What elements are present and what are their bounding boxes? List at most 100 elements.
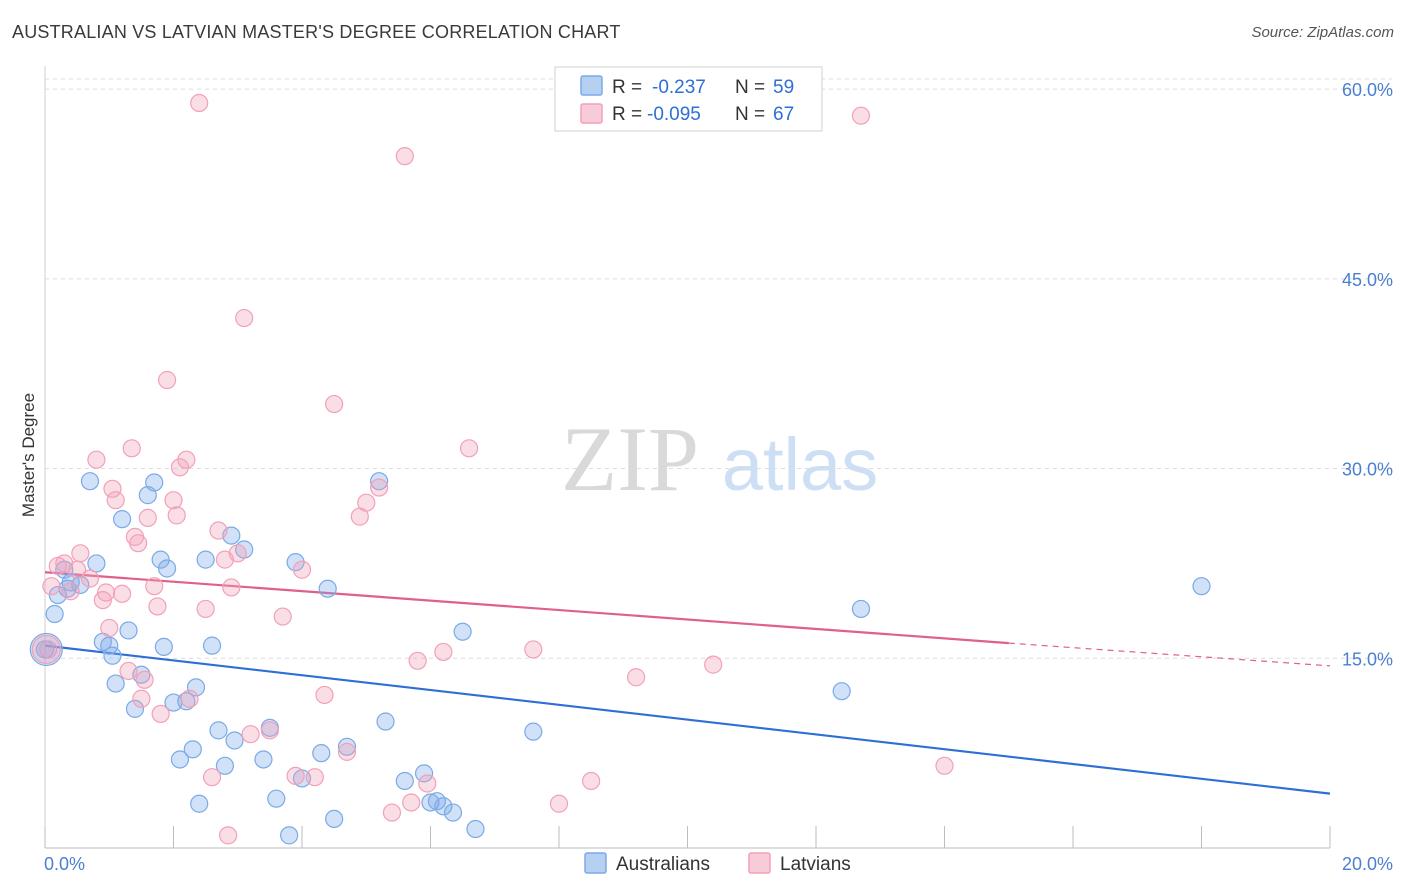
point-australians-11 — [103, 646, 122, 665]
point-latvians-62 — [626, 668, 646, 687]
series-legend-swatch-australians — [584, 852, 607, 874]
point-australians-24 — [177, 692, 196, 711]
point-latvians-37 — [222, 578, 241, 597]
point-latvians-51 — [370, 478, 389, 497]
legend-swatch-latvians — [580, 103, 603, 124]
point-cluster-latvians — [31, 634, 61, 665]
series-legend-swatch-latvians — [748, 852, 771, 874]
point-latvians-11 — [100, 618, 119, 638]
point-australians-44 — [337, 737, 357, 756]
point-latvians-39 — [235, 308, 254, 328]
point-australians-51 — [434, 797, 453, 816]
point-latvians-7 — [80, 569, 100, 588]
point-latvians-34 — [209, 521, 228, 540]
chart-title: AUSTRALIAN VS LATVIAN MASTER'S DEGREE CO… — [12, 22, 621, 42]
point-latvians-18 — [129, 534, 148, 553]
series-legend-label-latvians: Latvians — [780, 854, 851, 875]
point-australians-23 — [170, 750, 190, 769]
point-australians-15 — [125, 699, 145, 718]
point-australians-30 — [209, 721, 228, 740]
point-latvians-25 — [157, 370, 177, 390]
point-latvians-27 — [167, 506, 186, 525]
point-latvians-63 — [704, 655, 723, 674]
point-latvians-12 — [103, 479, 122, 498]
trend-line-latvians — [44, 571, 1009, 645]
point-australians-7 — [80, 472, 100, 491]
point-cluster-australians — [29, 632, 63, 667]
point-latvians-33 — [202, 768, 222, 787]
point-latvians-4 — [61, 582, 80, 601]
legend-r-label-2: R = — [612, 104, 642, 125]
series-legend-label-australians: Australians — [616, 854, 710, 875]
point-latvians-29 — [177, 450, 196, 469]
point-australians-27 — [190, 794, 209, 813]
point-latvians-45 — [305, 768, 324, 787]
point-latvians-48 — [337, 742, 357, 761]
point-australians-43 — [325, 809, 344, 829]
x-tick-label-1: 20.0% — [1342, 854, 1393, 874]
point-latvians-21 — [138, 508, 157, 527]
gridlines — [45, 78, 1392, 659]
point-latvians-13 — [106, 491, 125, 510]
point-latvians-56 — [418, 774, 437, 793]
point-australians-29 — [202, 636, 222, 655]
point-latvians-15 — [119, 661, 138, 681]
point-australians-12 — [106, 674, 125, 693]
y-tick-label-1: 30.0% — [1342, 460, 1393, 480]
point-latvians-55 — [408, 651, 427, 670]
point-latvians-46 — [315, 685, 334, 705]
point-latvians-61 — [582, 771, 601, 791]
chart-source: Source: ZipAtlas.com — [1251, 24, 1394, 41]
x-tick-label-0: 0.0% — [44, 854, 85, 874]
point-latvians-16 — [122, 439, 141, 458]
trend-lines — [44, 571, 1331, 795]
point-latvians-59 — [524, 640, 543, 659]
point-australians-25 — [183, 740, 202, 759]
stats-legend: R = -0.237 N = 59 R = -0.095 N = 67 — [554, 66, 823, 132]
point-latvians-36 — [219, 826, 238, 845]
point-australians-20 — [154, 637, 173, 656]
point-latvians-1 — [42, 577, 61, 596]
point-latvians-23 — [148, 597, 167, 616]
point-australians-58 — [1192, 577, 1211, 596]
point-latvians-65 — [935, 756, 954, 775]
data-points — [29, 93, 1211, 845]
point-australians-26 — [186, 678, 206, 697]
point-australians-41 — [312, 744, 331, 763]
point-latvians-43 — [286, 766, 305, 786]
point-latvians-57 — [434, 642, 453, 662]
point-latvians-6 — [71, 544, 90, 563]
point-latvians-58 — [459, 439, 479, 458]
point-australians-42 — [318, 579, 337, 598]
legend-r-label-1: R = — [612, 77, 642, 98]
point-latvians-54 — [402, 793, 421, 812]
point-australians-46 — [376, 712, 395, 731]
point-australians-47 — [395, 771, 414, 791]
point-australians-57 — [851, 599, 871, 619]
axes — [44, 66, 1331, 849]
point-australians-33 — [225, 731, 244, 750]
point-latvians-44 — [292, 560, 312, 579]
point-australians-54 — [466, 819, 485, 839]
point-latvians-60 — [549, 794, 569, 813]
point-australians-53 — [453, 622, 472, 641]
y-tick-label-3: 60.0% — [1342, 80, 1393, 100]
point-latvians-41 — [260, 721, 279, 740]
point-australians-52 — [443, 803, 463, 822]
point-australians-39 — [286, 553, 305, 572]
point-latvians-30 — [180, 689, 199, 708]
point-australians-56 — [832, 682, 851, 701]
point-latvians-20 — [135, 670, 154, 689]
point-latvians-0 — [39, 640, 58, 659]
point-latvians-52 — [382, 803, 402, 822]
trend-line-australians — [44, 644, 1331, 795]
legend-n-value-1: 59 — [773, 77, 794, 98]
trend-line-dashed-latvians — [1008, 642, 1331, 667]
point-latvians-50 — [357, 493, 376, 512]
point-latvians-19 — [132, 689, 151, 708]
legend-n-label-1: N = — [735, 77, 765, 98]
point-australians-55 — [524, 722, 543, 741]
point-australians-6 — [71, 575, 90, 595]
point-latvians-8 — [87, 450, 106, 469]
y-axis-label: Master's Degree — [19, 393, 38, 517]
